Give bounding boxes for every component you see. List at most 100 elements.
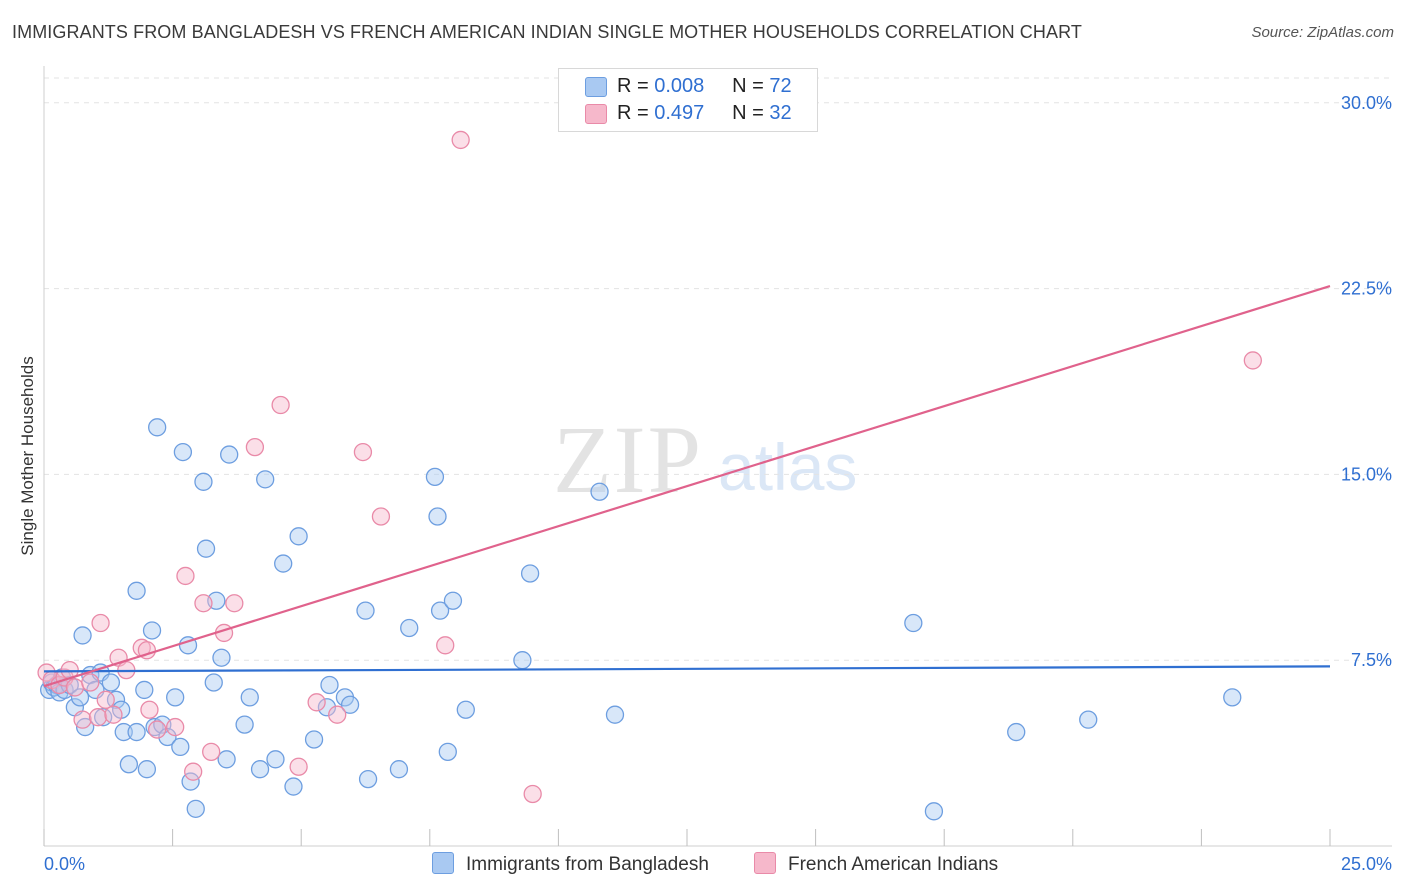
n-label: N = xyxy=(732,75,764,97)
point-french-american-indian xyxy=(436,636,455,655)
legend-label: Immigrants from Bangladesh xyxy=(466,854,709,875)
stats-legend: R = 0.008 N = 72 R = 0.497 N = 32 xyxy=(558,68,818,132)
legend-swatch-blue xyxy=(432,852,454,874)
point-bangladesh xyxy=(356,601,375,620)
point-bangladesh xyxy=(400,618,419,638)
stats-text: R = 0.008 N = 72 xyxy=(617,75,792,98)
x-tick-label-max: 25.0% xyxy=(1341,854,1392,874)
point-bangladesh xyxy=(135,680,154,700)
point-bangladesh xyxy=(137,760,157,779)
point-bangladesh xyxy=(438,742,457,762)
point-bangladesh xyxy=(924,802,944,821)
point-bangladesh xyxy=(76,717,95,737)
point-bangladesh xyxy=(73,626,92,645)
point-bangladesh xyxy=(317,698,337,717)
point-bangladesh xyxy=(119,755,139,774)
point-bangladesh xyxy=(250,760,270,779)
gridlines xyxy=(44,77,1392,661)
point-bangladesh xyxy=(106,690,126,709)
point-bangladesh xyxy=(274,554,293,573)
point-bangladesh xyxy=(158,727,177,747)
watermark: ZIP atlas xyxy=(553,406,857,513)
point-bangladesh xyxy=(304,730,324,749)
point-bangladesh xyxy=(114,722,133,742)
r-value: 0.008 xyxy=(654,75,705,97)
x-tick-labels: 0.0% 25.0% xyxy=(44,854,1392,874)
point-french-american-indian xyxy=(289,757,308,776)
point-bangladesh xyxy=(127,581,146,600)
r-label: R = xyxy=(617,102,649,124)
legend-item-french-american-indian[interactable]: French American Indians xyxy=(754,852,998,876)
point-french-american-indian xyxy=(245,437,265,457)
y-axis-label: Single Mother Households xyxy=(18,356,37,556)
point-french-american-indian xyxy=(140,700,159,719)
point-bangladesh xyxy=(513,651,532,670)
stats-text: R = 0.497 N = 32 xyxy=(617,102,792,125)
point-french-american-indian xyxy=(271,395,290,415)
point-bangladesh xyxy=(389,760,409,779)
point-french-american-indian xyxy=(88,708,108,727)
point-bangladesh xyxy=(289,527,308,546)
source-label: Source: ZipAtlas.com xyxy=(1251,24,1394,41)
point-bangladesh xyxy=(171,737,190,757)
point-french-american-indian xyxy=(307,693,326,712)
point-french-american-indian xyxy=(104,705,123,724)
point-bangladesh xyxy=(1079,710,1098,729)
point-bangladesh xyxy=(1223,688,1242,707)
point-bangladesh xyxy=(428,507,447,526)
r-value: 0.497 xyxy=(654,102,705,124)
n-label: N = xyxy=(732,102,764,124)
point-bangladesh xyxy=(425,467,445,487)
point-french-american-indian xyxy=(73,710,92,729)
chart-title: IMMIGRANTS FROM BANGLADESH VS FRENCH AME… xyxy=(12,22,1082,42)
y-tick-label: 15.0% xyxy=(1341,464,1392,484)
y-tick-label: 22.5% xyxy=(1341,279,1392,299)
trend-line-bangladesh xyxy=(43,665,1331,673)
legend-swatch-blue xyxy=(585,77,607,97)
y-tick-label: 30.0% xyxy=(1341,93,1392,113)
point-french-american-indian xyxy=(523,784,542,804)
x-tick-label-min: 0.0% xyxy=(44,854,85,874)
point-french-american-indian xyxy=(225,594,244,613)
point-french-american-indian xyxy=(176,566,195,586)
point-french-american-indian xyxy=(451,130,470,150)
n-value: 32 xyxy=(769,102,792,124)
point-french-american-indian xyxy=(1243,351,1262,370)
point-bangladesh xyxy=(217,750,236,769)
point-bangladesh xyxy=(904,613,923,633)
legend-item-bangladesh[interactable]: Immigrants from Bangladesh xyxy=(432,852,709,876)
point-bangladesh xyxy=(196,539,216,558)
point-bangladesh xyxy=(166,688,185,707)
point-bangladesh xyxy=(1007,722,1026,742)
legend-swatch-pink xyxy=(585,104,607,124)
point-bangladesh xyxy=(266,750,285,769)
trend-lines xyxy=(43,285,1331,688)
point-french-american-indian xyxy=(148,720,167,739)
point-bangladesh xyxy=(605,705,625,724)
point-french-american-indian xyxy=(202,742,221,762)
point-bangladesh xyxy=(520,564,540,583)
point-bangladesh xyxy=(194,472,213,491)
point-french-american-indian xyxy=(91,613,110,633)
point-french-american-indian xyxy=(371,507,391,526)
point-bangladesh xyxy=(456,700,475,719)
point-bangladesh xyxy=(340,695,360,714)
series-bangladesh-points xyxy=(39,418,1242,821)
point-french-american-indian xyxy=(166,717,185,737)
point-bangladesh xyxy=(443,591,463,610)
point-bangladesh xyxy=(186,799,205,818)
point-french-american-indian xyxy=(184,762,203,781)
point-bangladesh xyxy=(430,601,450,620)
point-bangladesh xyxy=(590,482,609,501)
watermark-zip: ZIP xyxy=(553,406,703,513)
point-bangladesh xyxy=(70,688,90,707)
watermark-atlas: atlas xyxy=(718,430,857,504)
y-tick-label: 7.5% xyxy=(1351,650,1392,670)
point-bangladesh xyxy=(142,621,162,640)
point-bangladesh xyxy=(204,673,223,692)
point-bangladesh xyxy=(320,675,339,695)
point-bangladesh xyxy=(284,777,303,796)
point-bangladesh xyxy=(358,769,378,789)
point-bangladesh xyxy=(101,673,121,692)
